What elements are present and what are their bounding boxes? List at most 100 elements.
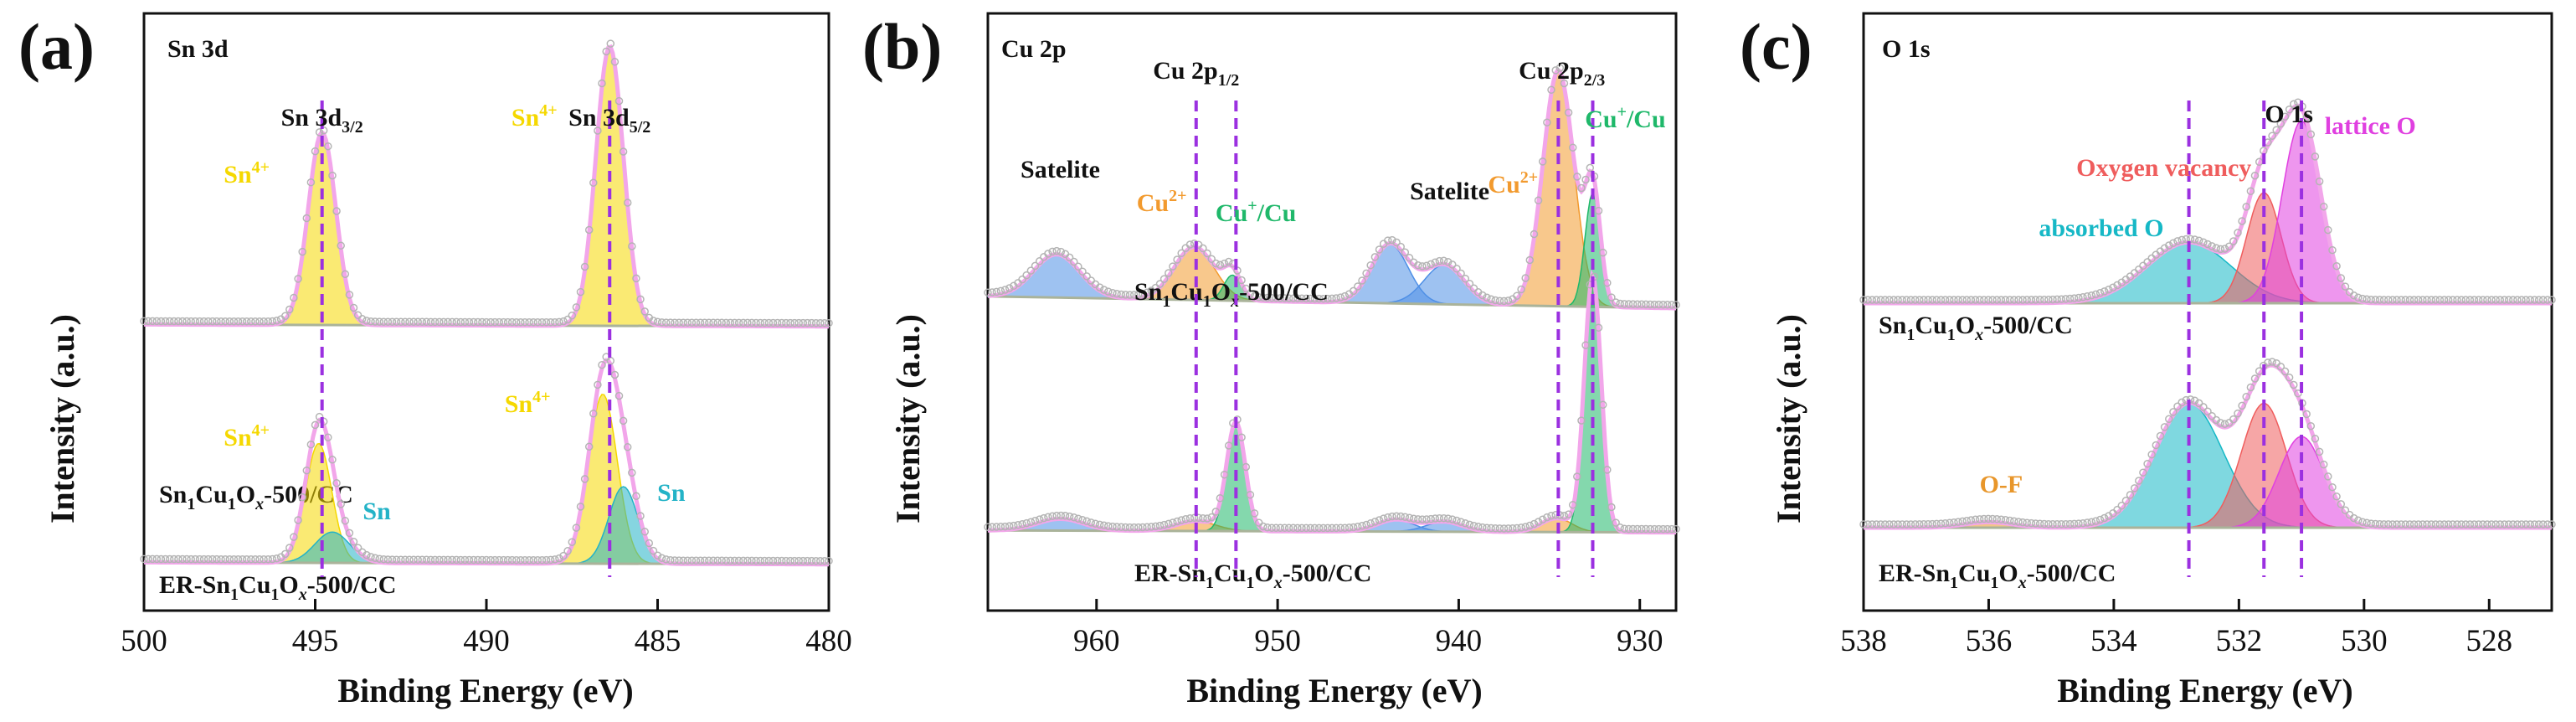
raw-data-point bbox=[1461, 274, 1470, 283]
raw-data-point bbox=[1880, 296, 1890, 304]
raw-data-point bbox=[778, 318, 786, 327]
raw-data-point bbox=[469, 555, 478, 565]
raw-data-point bbox=[242, 317, 251, 326]
raw-data-point bbox=[1984, 514, 1992, 523]
raw-data-point bbox=[1577, 183, 1586, 193]
raw-data-point bbox=[1431, 258, 1440, 266]
raw-data-point bbox=[2061, 295, 2070, 303]
raw-data-point bbox=[705, 556, 713, 565]
raw-data-point bbox=[2491, 296, 2500, 304]
raw-data-point bbox=[1349, 523, 1358, 532]
raw-data-point bbox=[756, 318, 764, 327]
raw-data-point bbox=[820, 556, 829, 565]
raw-data-point bbox=[1207, 255, 1216, 263]
raw-data-point bbox=[1971, 515, 1980, 524]
component-peak bbox=[988, 69, 1676, 309]
raw-data-point bbox=[1620, 524, 1629, 533]
raw-data-point bbox=[2285, 105, 2294, 114]
raw-data-point bbox=[1242, 462, 1251, 472]
raw-data-point bbox=[1018, 520, 1026, 529]
raw-data-point bbox=[594, 380, 602, 389]
raw-data-point bbox=[1121, 291, 1130, 299]
raw-data-point bbox=[229, 317, 239, 326]
raw-data-point bbox=[1052, 246, 1061, 255]
raw-data-point bbox=[2280, 367, 2290, 376]
raw-data-point bbox=[2534, 296, 2543, 304]
raw-data-point bbox=[1405, 254, 1414, 262]
raw-data-point bbox=[187, 317, 195, 326]
raw-data-point bbox=[769, 318, 778, 327]
raw-data-point bbox=[687, 556, 697, 565]
raw-data-point bbox=[1095, 520, 1104, 529]
raw-data-point bbox=[1165, 519, 1173, 529]
raw-data-point bbox=[1491, 296, 1499, 305]
raw-data-point bbox=[2375, 519, 2384, 529]
raw-data-point bbox=[992, 287, 1001, 297]
raw-data-point bbox=[640, 528, 649, 536]
raw-data-point bbox=[1314, 294, 1324, 303]
raw-data-point bbox=[692, 318, 701, 327]
raw-data-point bbox=[1898, 520, 1906, 529]
raw-data-point bbox=[414, 317, 422, 327]
raw-data-point bbox=[683, 318, 692, 327]
sample-label: ER-Sn1​Cu1​Ox​-500/CC bbox=[1879, 560, 2116, 592]
raw-data-point bbox=[397, 317, 405, 327]
raw-data-point bbox=[242, 554, 251, 564]
raw-data-point bbox=[1868, 520, 1877, 529]
raw-data-point bbox=[671, 556, 679, 565]
raw-data-point bbox=[2435, 520, 2445, 529]
raw-data-point bbox=[782, 556, 790, 565]
raw-data-point bbox=[337, 500, 345, 508]
raw-data-point bbox=[1638, 524, 1646, 534]
raw-data-point bbox=[255, 317, 264, 326]
raw-data-point bbox=[157, 317, 166, 326]
raw-data-point bbox=[2423, 520, 2431, 529]
raw-data-point bbox=[542, 555, 551, 565]
panel-c-ylabel: Intensity (a.u.) bbox=[1770, 314, 1807, 523]
raw-data-point bbox=[2001, 296, 2010, 304]
raw-data-point bbox=[1216, 494, 1225, 503]
raw-data-point bbox=[2294, 389, 2302, 398]
raw-data-point bbox=[2522, 296, 2530, 304]
fit-envelope bbox=[144, 358, 829, 567]
raw-data-point bbox=[2367, 519, 2375, 528]
raw-data-point bbox=[1581, 341, 1590, 349]
raw-data-point bbox=[465, 555, 474, 565]
raw-data-point bbox=[2324, 225, 2332, 235]
raw-data-point bbox=[1220, 470, 1229, 479]
raw-data-point bbox=[260, 555, 268, 564]
raw-data-point bbox=[1048, 512, 1057, 520]
raw-data-point bbox=[1104, 522, 1113, 530]
raw-data-point bbox=[1143, 288, 1151, 297]
raw-data-point bbox=[713, 318, 722, 327]
raw-data-point bbox=[1280, 523, 1289, 533]
raw-data-point bbox=[2302, 410, 2311, 419]
raw-data-point bbox=[2534, 520, 2543, 529]
raw-data-point bbox=[602, 47, 610, 56]
raw-data-point bbox=[191, 317, 200, 326]
raw-data-point bbox=[225, 554, 234, 564]
raw-data-point bbox=[1478, 291, 1487, 300]
raw-data-point bbox=[1370, 518, 1380, 526]
raw-data-point bbox=[1461, 519, 1470, 528]
raw-data-point bbox=[825, 556, 833, 565]
raw-data-point bbox=[503, 317, 512, 327]
raw-data-point bbox=[1946, 518, 1954, 528]
raw-data-point bbox=[178, 317, 187, 326]
raw-data-point bbox=[405, 317, 414, 327]
raw-data-point bbox=[1000, 286, 1010, 294]
raw-data-point bbox=[294, 516, 302, 524]
raw-data-point bbox=[140, 554, 148, 564]
raw-data-point bbox=[1324, 294, 1332, 303]
panel-a-title: Sn 3d bbox=[167, 35, 229, 63]
raw-data-point bbox=[1603, 278, 1612, 287]
raw-data-point bbox=[1439, 256, 1448, 266]
component-label: Cu2+ bbox=[1488, 168, 1538, 199]
component-label: Sn4+ bbox=[505, 388, 551, 418]
raw-data-point bbox=[1185, 240, 1195, 249]
raw-data-point bbox=[1293, 294, 1302, 302]
raw-data-point bbox=[568, 311, 577, 320]
raw-data-point bbox=[683, 556, 692, 565]
raw-data-point bbox=[623, 199, 632, 207]
raw-data-point bbox=[2384, 296, 2393, 304]
